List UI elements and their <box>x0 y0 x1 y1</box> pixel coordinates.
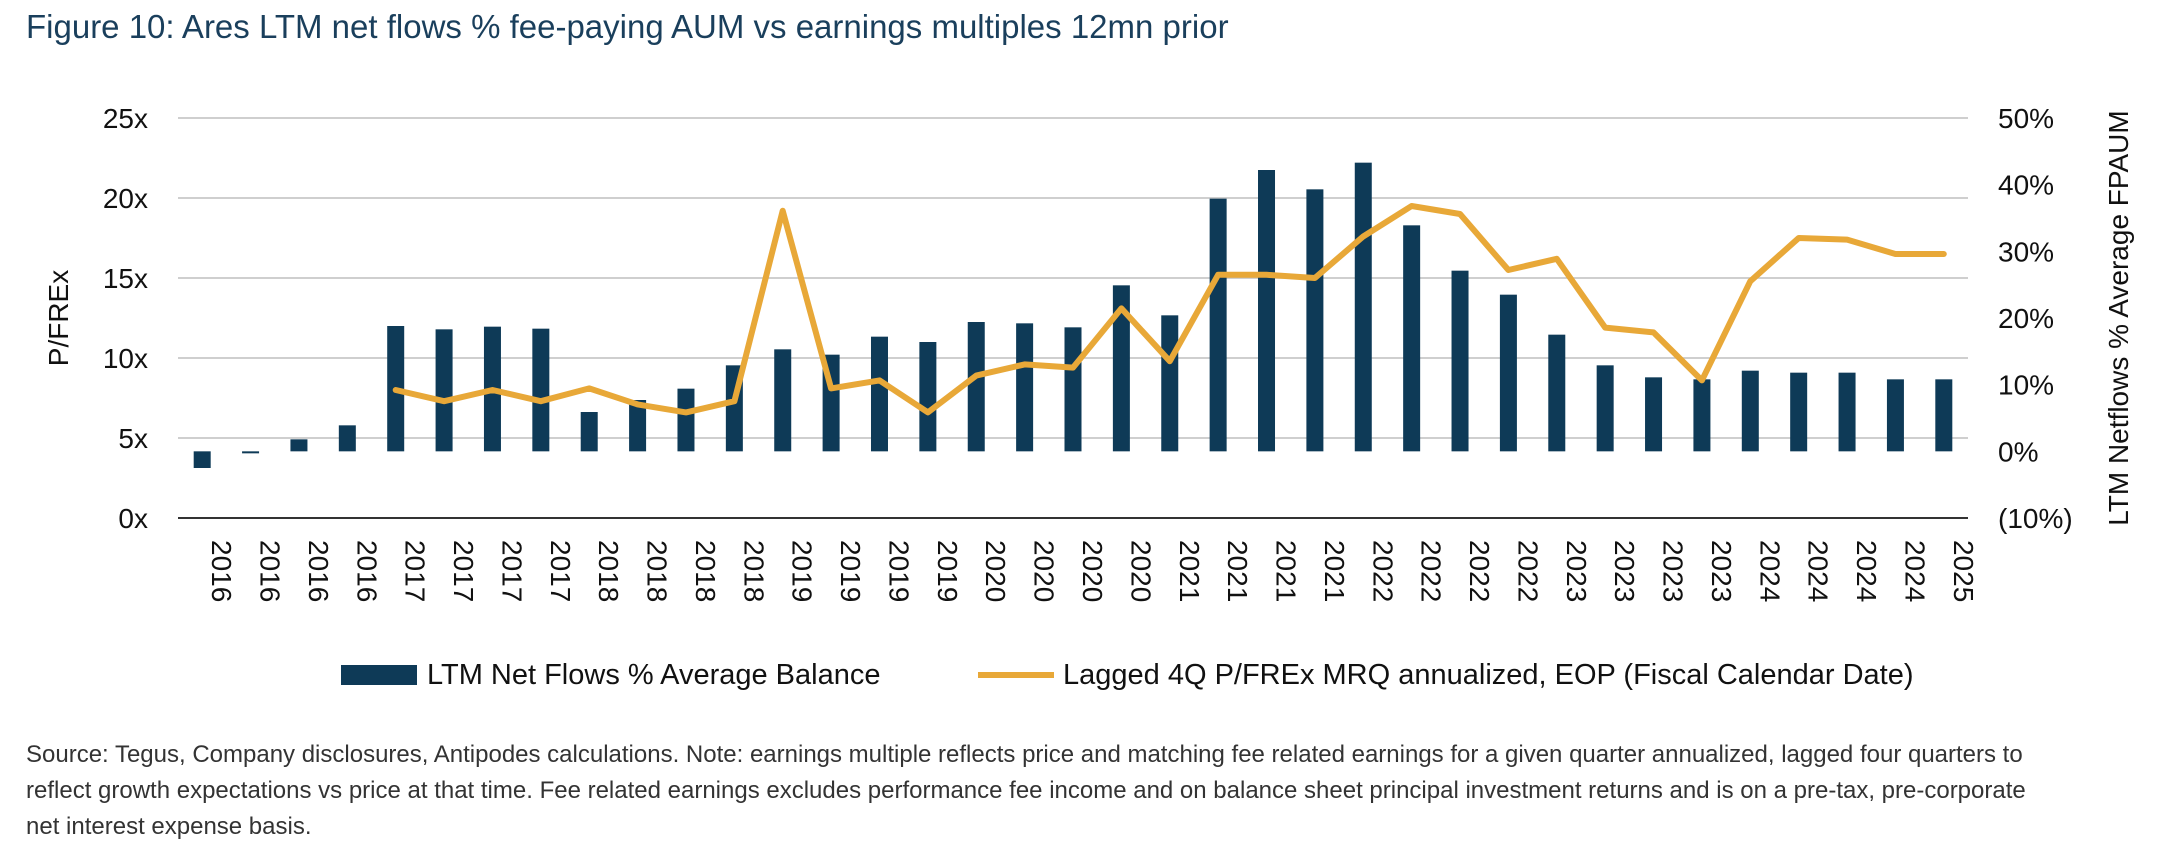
bar <box>290 439 308 452</box>
x-tick-label: 2022 <box>1512 540 1543 602</box>
x-tick-label: 2017 <box>448 540 479 602</box>
bar <box>242 451 260 454</box>
bar <box>1838 372 1856 452</box>
right-tick-label: 40% <box>1998 170 2054 201</box>
bar <box>677 388 695 452</box>
chart: 0x 5x 10x 15x 20x 25x (10%) 0% 10% 20% 30% 40% 50% 20… <box>43 103 2134 691</box>
right-tick-label: (10%) <box>1998 503 2073 534</box>
bar <box>774 349 792 452</box>
bar <box>1499 294 1517 452</box>
right-tick-label: 30% <box>1998 236 2054 267</box>
right-tick-label: 50% <box>1998 103 2054 134</box>
left-tick-label: 20x <box>103 183 148 214</box>
x-tick-label: 2019 <box>883 540 914 602</box>
x-tick-label: 2024 <box>1851 540 1882 602</box>
bar <box>1209 198 1227 452</box>
bar <box>1596 365 1614 452</box>
x-tick-label: 2019 <box>835 540 866 602</box>
left-tick-label: 25x <box>103 103 148 134</box>
right-tick-label: 20% <box>1998 303 2054 334</box>
x-tick-label: 2023 <box>1706 540 1737 602</box>
bar <box>338 425 356 452</box>
x-tick-label: 2018 <box>690 540 721 602</box>
left-tick-label: 15x <box>103 263 148 294</box>
bar <box>1306 189 1324 452</box>
bar <box>1790 372 1808 452</box>
left-tick-label: 10x <box>103 343 148 374</box>
x-tick-label: 2020 <box>980 540 1011 602</box>
x-tick-label: 2021 <box>1222 540 1253 602</box>
x-tick-label: 2016 <box>255 540 286 602</box>
bar <box>1354 162 1372 452</box>
bar <box>580 412 598 452</box>
left-tick-label: 0x <box>118 503 148 534</box>
source-note: Source: Tegus, Company disclosures, Anti… <box>26 741 2026 840</box>
bar <box>1886 379 1904 452</box>
bar <box>1064 327 1082 452</box>
x-tick-label: 2022 <box>1367 540 1398 602</box>
x-tick-label: 2023 <box>1561 540 1592 602</box>
bar <box>1548 334 1566 452</box>
legend-bar-label: LTM Net Flows % Average Balance <box>427 659 880 691</box>
bar <box>1112 285 1130 452</box>
x-tick-label: 2020 <box>1125 540 1156 602</box>
bar <box>967 322 985 452</box>
x-tick-label: 2024 <box>1899 540 1930 602</box>
series-line <box>392 203 1947 416</box>
bar <box>1693 379 1711 452</box>
x-tick-label: 2020 <box>1029 540 1060 602</box>
bar <box>1016 323 1034 452</box>
x-tick-label: 2018 <box>738 540 769 602</box>
bar <box>1403 225 1421 452</box>
legend: LTM Net Flows % Average Balance Lagged 4Q… <box>341 659 1914 691</box>
legend-bar-swatch <box>341 665 417 685</box>
bars-series <box>193 162 1953 468</box>
bar <box>1645 377 1663 452</box>
x-tick-label: 2017 <box>400 540 431 602</box>
x-tick-label: 2018 <box>593 540 624 602</box>
x-tick-label: 2016 <box>206 540 237 602</box>
x-tick-label: 2017 <box>545 540 576 602</box>
x-tick-label: 2022 <box>1464 540 1495 602</box>
x-tick-label: 2017 <box>496 540 527 602</box>
x-tick-label: 2020 <box>1077 540 1108 602</box>
bar <box>919 342 937 452</box>
bar <box>1451 270 1469 452</box>
x-tick-label: 2016 <box>351 540 382 602</box>
bar <box>1258 170 1276 452</box>
x-tick-label: 2024 <box>1754 540 1785 602</box>
x-tick-label: 2025 <box>1948 540 1979 602</box>
bar <box>629 400 647 452</box>
x-tick-label: 2022 <box>1416 540 1447 602</box>
left-tick-label: 5x <box>118 423 148 454</box>
line-series <box>392 203 1947 416</box>
x-tick-label: 2021 <box>1174 540 1205 602</box>
bar <box>532 328 550 452</box>
legend-line-label: Lagged 4Q P/FREx MRQ annualized, EOP (Fi… <box>1063 659 1914 691</box>
left-axis-title: P/FREx <box>43 270 74 366</box>
tick-labels: 0x 5x 10x 15x 20x 25x (10%) 0% 10% 20% 30% 40% 50% 20… <box>43 103 2134 602</box>
bar <box>193 451 211 468</box>
x-tick-label: 2018 <box>642 540 673 602</box>
x-tick-label: 2016 <box>303 540 334 602</box>
bar <box>435 329 453 452</box>
x-tick-label: 2021 <box>1271 540 1302 602</box>
x-tick-label: 2023 <box>1609 540 1640 602</box>
bar <box>870 336 888 452</box>
x-tick-label: 2023 <box>1658 540 1689 602</box>
x-tick-label: 2024 <box>1803 540 1834 602</box>
x-tick-label: 2019 <box>787 540 818 602</box>
right-tick-label: 10% <box>1998 370 2054 401</box>
bar <box>1935 379 1953 452</box>
right-tick-label: 0% <box>1998 436 2038 467</box>
right-axis-title: LTM Netflows % Average FPAUM <box>2103 110 2134 525</box>
x-tick-label: 2019 <box>932 540 963 602</box>
bar <box>1741 370 1759 452</box>
x-tick-label: 2021 <box>1319 540 1350 602</box>
bar <box>1161 315 1179 452</box>
figure-title: Figure 10: Ares LTM net flows % fee-payi… <box>26 8 1229 45</box>
